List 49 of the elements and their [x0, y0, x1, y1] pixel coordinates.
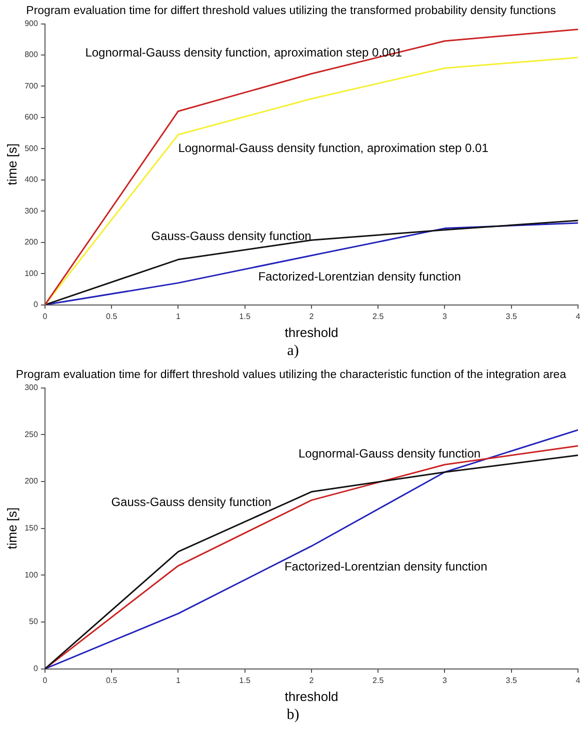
x-tick-label: 3: [442, 676, 448, 685]
series-label: Lognormal-Gauss density function, aproximation step 0.01: [178, 140, 489, 155]
x-tick-label: 3: [442, 312, 448, 321]
y-tick-label: 600: [24, 112, 38, 122]
x-tick-label: 0.5: [106, 676, 118, 685]
x-tick-label: 4: [576, 676, 581, 685]
x-tick-label: 2.5: [372, 312, 384, 321]
y-tick-label: 50: [29, 617, 38, 626]
y-axis-title: time [s]: [4, 507, 20, 550]
y-tick-label: 200: [24, 238, 38, 247]
y-tick-label: 800: [24, 50, 38, 60]
y-tick-label: 150: [24, 524, 38, 533]
y-tick-label: 100: [24, 268, 38, 278]
x-tick-label: 0.5: [106, 312, 118, 321]
x-tick-label: 0: [42, 312, 48, 321]
series-label: Gauss-Gauss density function: [151, 228, 312, 243]
x-tick-label: 0: [42, 676, 48, 685]
y-tick-label: 400: [24, 175, 38, 184]
x-tick-label: 1: [176, 312, 181, 321]
x-tick-label: 2: [309, 312, 314, 321]
x-tick-label: 3.5: [506, 676, 518, 685]
y-tick-label: 900: [24, 19, 38, 28]
x-tick-label: 4: [576, 312, 581, 321]
text: b): [286, 706, 300, 725]
x-tick-label: 1.5: [239, 312, 251, 321]
y-tick-label: 0: [33, 664, 38, 674]
x-tick-label: 2.5: [372, 676, 384, 685]
chart-title: Program evaluation time for differt threshold values utilizing the characteristic function of the integration area: [16, 369, 567, 382]
y-tick-label: 200: [24, 476, 38, 486]
x-axis-title: threshold: [284, 688, 338, 704]
chart-title: Program evaluation time for differt threshold values utilizing the transformed probability density functions: [26, 5, 556, 18]
series-label: Factorized-Lorentzian density function: [284, 559, 488, 574]
y-tick-label: 700: [24, 81, 38, 90]
y-tick-label: 0: [33, 300, 38, 310]
x-tick-label: 1: [176, 676, 181, 685]
y-tick-label: 300: [24, 383, 38, 392]
series-label: Gauss-Gauss density function: [111, 495, 272, 510]
series-label: Factorized-Lorentzian density function: [258, 269, 461, 284]
x-tick-label: 2: [309, 676, 314, 685]
x-axis-title: threshold: [284, 324, 338, 340]
y-tick-label: 300: [24, 206, 38, 216]
x-tick-label: 3.5: [506, 312, 518, 321]
y-tick-label: 100: [24, 570, 38, 580]
x-tick-label: 1.5: [239, 676, 251, 685]
text: a): [286, 342, 300, 361]
y-axis-title: time [s]: [4, 143, 20, 186]
y-tick-label: 500: [24, 144, 38, 153]
y-tick-label: 250: [24, 430, 38, 439]
series-label: Lognormal-Gauss density function: [298, 446, 481, 461]
